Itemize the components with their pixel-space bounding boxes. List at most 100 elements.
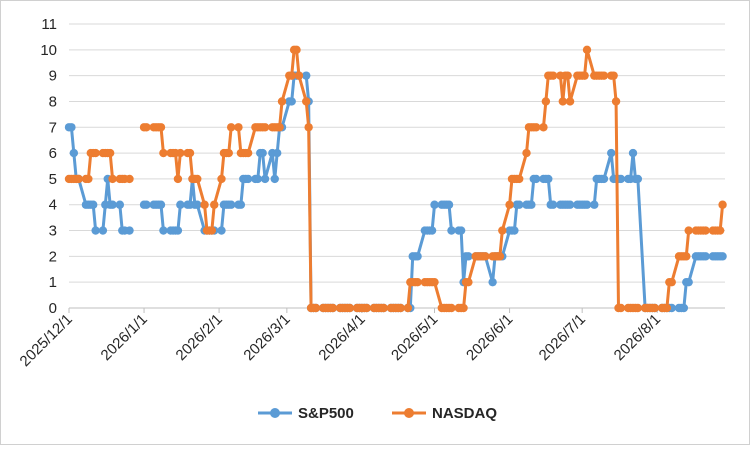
data-point — [464, 277, 473, 287]
y-tick-label: 3 — [49, 223, 57, 240]
y-tick-label: 0 — [49, 300, 57, 317]
data-point — [200, 200, 209, 209]
data-point — [563, 71, 572, 80]
data-point — [539, 123, 548, 132]
data-point — [544, 174, 553, 184]
data-point — [522, 148, 531, 158]
data-point — [253, 174, 263, 184]
data-point — [650, 303, 659, 313]
legend-item: NASDAQ — [392, 405, 497, 422]
legend-marker — [404, 408, 414, 418]
data-point — [609, 71, 618, 80]
data-point — [481, 252, 490, 261]
series-s-p500 — [64, 71, 727, 313]
data-point — [616, 174, 626, 184]
data-point — [91, 148, 100, 158]
y-tick-label: 6 — [49, 145, 57, 162]
data-point — [413, 252, 422, 261]
data-point — [311, 303, 321, 313]
x-tick-label: 2026/5/1 — [388, 311, 441, 364]
data-point — [328, 303, 338, 313]
data-point — [287, 97, 296, 106]
legend-label: NASDAQ — [432, 405, 497, 422]
data-point — [633, 174, 643, 184]
data-point — [718, 252, 727, 261]
data-point — [258, 148, 267, 158]
data-point — [294, 71, 304, 80]
data-point — [580, 71, 589, 80]
y-tick-label: 8 — [49, 93, 57, 110]
data-point — [505, 200, 514, 209]
data-point — [456, 226, 466, 235]
data-point — [558, 97, 568, 106]
data-point — [84, 174, 93, 184]
x-tick-label: 2026/7/1 — [536, 311, 589, 364]
data-point — [684, 226, 693, 235]
data-point — [207, 226, 217, 235]
data-point — [142, 123, 151, 132]
data-point — [447, 226, 456, 235]
data-point — [173, 226, 183, 235]
data-point — [379, 303, 388, 313]
x-tick-labels: 2025/12/1 2026/1/1 2026/2/1 2026/3/1 2026/4/… — [17, 311, 664, 370]
series-nasdaq — [64, 45, 727, 313]
data-point — [260, 174, 270, 184]
data-point — [193, 200, 202, 209]
data-point — [236, 200, 246, 209]
data-point — [548, 71, 558, 80]
data-point — [527, 200, 536, 209]
data-point — [515, 174, 524, 184]
data-point — [74, 174, 83, 184]
x-tick-label: 2026/3/1 — [240, 311, 293, 364]
y-tick-label: 4 — [49, 197, 57, 214]
series-line — [144, 74, 723, 310]
data-point — [565, 97, 575, 106]
data-point — [156, 123, 166, 132]
data-point — [69, 148, 79, 158]
data-point — [662, 303, 672, 313]
data-point — [98, 226, 108, 235]
data-point — [67, 123, 76, 132]
data-point — [531, 123, 541, 132]
data-point — [270, 174, 279, 184]
y-tick-label: 5 — [49, 171, 57, 188]
x-tick-label: 2026/4/1 — [315, 311, 368, 364]
data-point — [234, 123, 243, 132]
data-point — [91, 226, 100, 235]
data-point — [495, 252, 505, 261]
data-point — [464, 252, 473, 261]
x-tick-label: 2026/1/1 — [98, 311, 151, 364]
data-point — [607, 148, 616, 158]
data-point — [345, 303, 354, 313]
x-tick-label: 2026/6/1 — [463, 311, 516, 364]
data-point — [582, 45, 592, 55]
data-point — [105, 148, 115, 158]
data-point — [510, 226, 519, 235]
data-point — [611, 97, 621, 106]
data-point — [616, 303, 626, 313]
data-point — [531, 174, 541, 184]
y-tick-label: 1 — [49, 274, 57, 291]
legend-label: S&P500 — [298, 405, 354, 422]
data-point — [89, 200, 98, 209]
data-point — [159, 226, 168, 235]
data-point — [185, 148, 195, 158]
data-point — [125, 226, 134, 235]
data-point — [217, 174, 226, 184]
data-point — [226, 200, 236, 209]
data-point — [430, 277, 439, 287]
data-point — [548, 200, 558, 209]
data-point — [108, 174, 117, 184]
data-point — [633, 303, 643, 313]
data-point — [115, 200, 125, 209]
data-point — [275, 123, 284, 132]
data-point — [304, 123, 313, 132]
data-point — [715, 226, 725, 235]
data-point — [224, 148, 233, 158]
data-point — [403, 303, 413, 313]
y-tick-label: 2 — [49, 248, 57, 265]
data-point — [430, 200, 439, 209]
data-point — [667, 277, 676, 287]
